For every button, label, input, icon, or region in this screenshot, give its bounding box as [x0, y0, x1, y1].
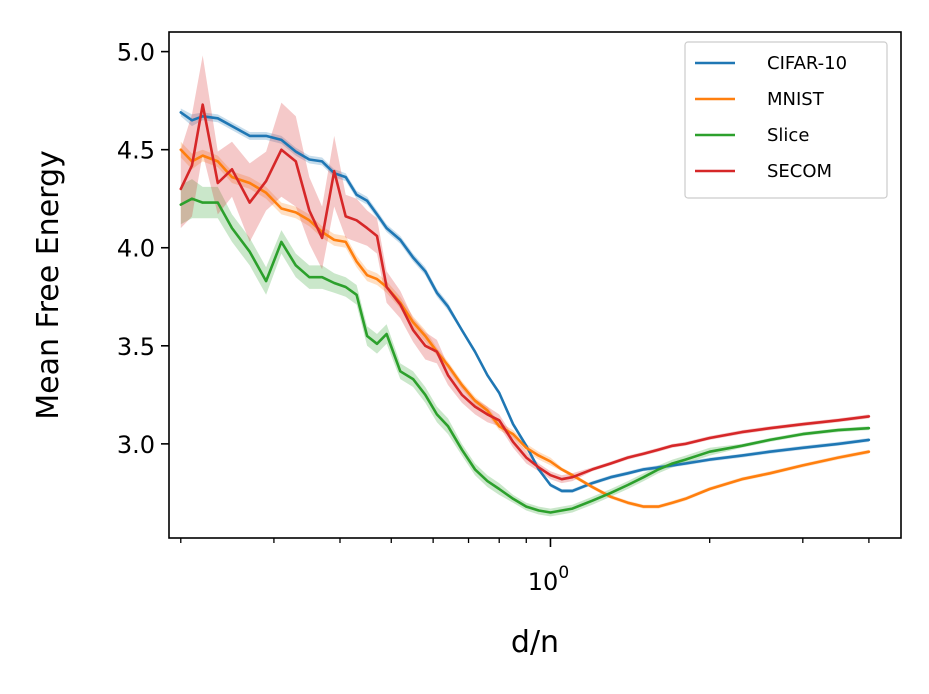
line-mnist — [179, 148, 871, 508]
y-tick-label: 3.5 — [117, 333, 155, 361]
x-axis-ticks: 100 — [180, 538, 870, 596]
y-axis-label: Mean Free Energy — [31, 150, 66, 420]
y-tick-label: 4.5 — [117, 137, 155, 165]
y-tick-label: 3.0 — [117, 431, 155, 459]
band-mnist — [180, 141, 869, 509]
legend-label-slice: Slice — [767, 125, 809, 146]
y-axis-ticks: 3.0 3.5 4.0 4.5 5.0 — [117, 39, 169, 459]
plot-frame — [168, 31, 902, 539]
legend-label-cifar-10: CIFAR-10 — [767, 53, 847, 74]
legend-label-secom: SECOM — [767, 161, 832, 182]
line-secom — [179, 103, 871, 481]
y-tick-label: 4.0 — [117, 235, 155, 263]
series-lines — [179, 103, 871, 514]
line-cifar-10 — [179, 111, 871, 493]
x-tick-label: 100 — [528, 563, 569, 596]
y-tick-label: 5.0 — [117, 39, 155, 67]
line-slice — [179, 197, 871, 514]
legend-box — [684, 41, 888, 199]
legend-label-mnist: MNIST — [767, 89, 825, 110]
x-axis-label: d/n — [511, 625, 559, 660]
legend: CIFAR-10 MNIST Slice SECOM — [684, 41, 888, 199]
confidence-bands — [180, 55, 869, 517]
